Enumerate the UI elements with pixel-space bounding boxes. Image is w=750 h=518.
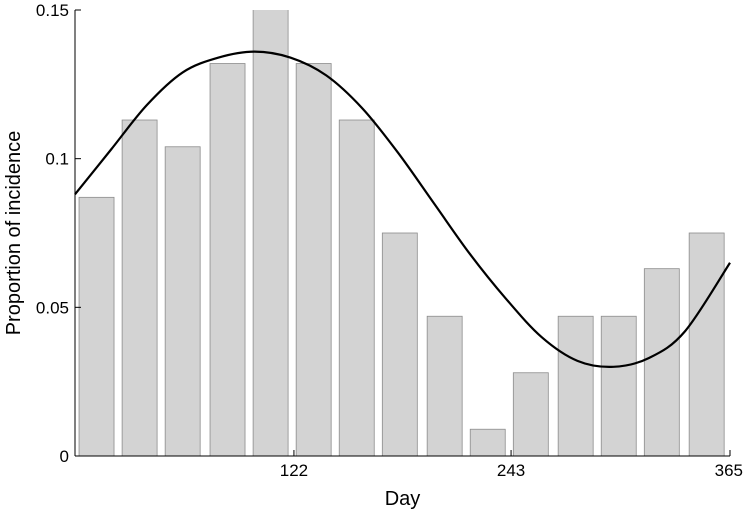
bar-4 xyxy=(252,10,289,456)
bars-group xyxy=(78,10,725,456)
y-tick-label-2: 0.1 xyxy=(45,150,69,169)
x-tick-label-1: 243 xyxy=(497,461,525,480)
x-tick-label-0: 122 xyxy=(280,461,308,480)
bar-13 xyxy=(643,268,680,456)
bar-12 xyxy=(600,315,637,456)
bar-8 xyxy=(426,315,463,456)
bar-0 xyxy=(78,196,115,456)
y-tick-label-1: 0.05 xyxy=(36,298,69,317)
bar-11 xyxy=(557,315,594,456)
bar-9 xyxy=(469,428,506,456)
bar-3 xyxy=(209,63,246,456)
y-tick-label-3: 0.15 xyxy=(36,1,69,20)
y-tick-label-0: 0 xyxy=(60,447,69,466)
bar-2 xyxy=(164,146,201,456)
fitted-curve xyxy=(74,50,731,368)
bar-14 xyxy=(688,232,725,456)
bar-1 xyxy=(121,119,158,456)
x-tick-label-2: 365 xyxy=(715,461,743,480)
bar-7 xyxy=(381,232,418,456)
bar-5 xyxy=(295,63,332,456)
axes-group: 0 0.05 0.1 0.15 122 243 365 xyxy=(36,1,743,480)
x-axis-title: Day xyxy=(385,488,421,510)
bar-6 xyxy=(338,119,375,456)
y-axis-title: Proportion of incidence xyxy=(3,131,25,336)
bar-10 xyxy=(512,372,549,456)
